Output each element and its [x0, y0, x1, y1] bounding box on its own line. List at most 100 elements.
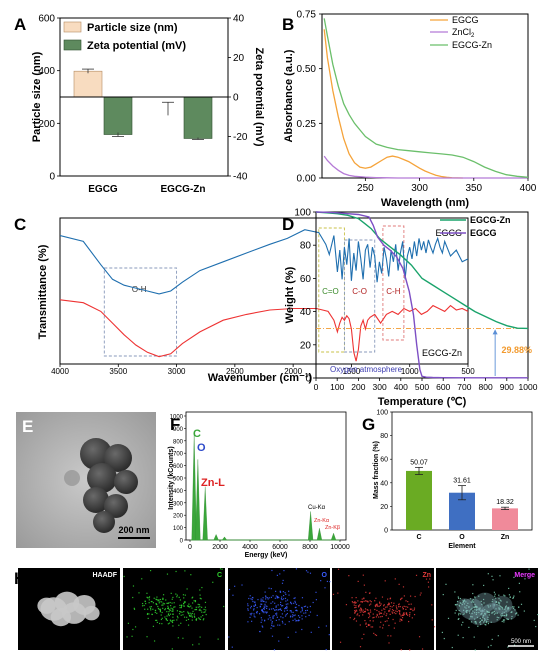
map-dot: [169, 613, 172, 615]
map-dot: [388, 603, 390, 606]
panel-d-x-axis-title: Temperature (℃): [378, 396, 467, 408]
map-dot: [286, 612, 288, 615]
panel-f-x-ticks: 0 2000 4000 6000 8000 10000: [188, 540, 350, 551]
map-dot: [266, 611, 268, 613]
map-dot: [260, 603, 262, 605]
map-dot: [264, 603, 266, 605]
map-dot: [257, 598, 259, 601]
map-dot: [194, 601, 197, 603]
panel-f-y-tick-label: 700: [173, 452, 184, 458]
map-dot: [147, 597, 149, 599]
map-dot: [309, 572, 312, 574]
map-dot: [497, 635, 499, 637]
map-dot: [369, 592, 371, 594]
map-dot: [191, 607, 193, 609]
map-haadf-particle: [50, 608, 72, 627]
map-dot: [386, 620, 388, 622]
map-dot: [478, 609, 480, 611]
map-dot: [466, 611, 468, 614]
map-dot: [177, 637, 179, 639]
map-dot: [149, 607, 152, 610]
map-dot: [474, 608, 476, 610]
map-dot: [162, 607, 164, 609]
panel-b-x-tick-label: 400: [520, 183, 537, 194]
map-dot: [381, 615, 383, 618]
map-dot: [366, 626, 368, 628]
panel-a-category-egcg-zn: EGCG-Zn: [161, 184, 206, 195]
panel-b-legend-egcg: EGCG: [452, 15, 479, 25]
map-dot: [399, 613, 401, 615]
map-dot: [295, 603, 298, 605]
panel-a-bar-size: [73, 70, 103, 98]
map-dot: [280, 609, 282, 611]
map-dot: [282, 594, 285, 597]
map-dot: [279, 608, 281, 610]
map-dot: [170, 605, 172, 607]
map-dot: [249, 607, 252, 609]
map-dot: [401, 619, 403, 621]
tem-haze: [64, 470, 80, 486]
map-dot: [192, 644, 194, 646]
map-dot: [275, 613, 277, 615]
map-dot: [289, 616, 292, 618]
map-dot: [484, 593, 486, 595]
map-dot: [378, 601, 381, 603]
map-dot: [405, 606, 407, 608]
map-dot: [503, 611, 505, 613]
map-dot: [478, 607, 480, 609]
map-dot: [290, 611, 292, 613]
panel-f-y-axis-title: Intensity (kCounts): [168, 446, 175, 509]
map-dot: [472, 599, 474, 601]
map-dot: [329, 581, 331, 583]
map-dot: [132, 628, 134, 631]
map-dot: [301, 628, 303, 631]
map-dot: [160, 618, 163, 621]
map-dot: [263, 600, 265, 603]
map-dot: [369, 600, 371, 602]
map-dot: [367, 609, 369, 611]
map-dot: [389, 598, 391, 600]
map-dot: [491, 612, 493, 614]
map-dot: [388, 610, 390, 613]
map-dot: [398, 609, 400, 612]
map-dot: [254, 604, 257, 607]
map-dot: [361, 638, 363, 640]
map-dot: [182, 637, 184, 639]
map-dot: [388, 609, 390, 612]
map-dot: [493, 604, 495, 606]
map-dot: [131, 635, 133, 637]
map-dot: [167, 614, 170, 616]
map-dot: [396, 611, 398, 613]
map-dot: [221, 568, 223, 570]
map-dot: [413, 607, 416, 609]
map-dot: [153, 597, 155, 599]
map-dot: [359, 611, 361, 613]
map-dot: [511, 615, 513, 618]
map-dot: [275, 605, 277, 607]
map-dot: [149, 606, 151, 608]
map-dot: [355, 609, 357, 611]
panel-a-bars: [73, 68, 213, 140]
panel-d-legend-egcg: EGCG: [470, 228, 497, 238]
map-dot: [262, 607, 265, 609]
map-label-haadf: HAADF: [93, 572, 118, 579]
map-dot: [421, 648, 424, 650]
map-dot: [485, 624, 487, 626]
map-dot: [261, 609, 264, 612]
map-dot: [360, 601, 362, 603]
map-dot: [367, 612, 369, 614]
map-tile-c: [123, 568, 225, 650]
map-dot: [158, 602, 160, 604]
map-dot: [307, 571, 309, 573]
map-dot: [519, 591, 521, 593]
map-dot: [374, 634, 376, 636]
panel-c-band: [382, 225, 405, 341]
panel-g-category-label: Zn: [501, 534, 510, 541]
map-dot: [279, 624, 281, 626]
map-dot: [157, 607, 160, 610]
map-dot: [456, 600, 459, 603]
map-dot: [384, 580, 386, 582]
map-dot: [281, 620, 284, 623]
map-dot: [393, 609, 395, 612]
map-dot: [271, 624, 273, 626]
